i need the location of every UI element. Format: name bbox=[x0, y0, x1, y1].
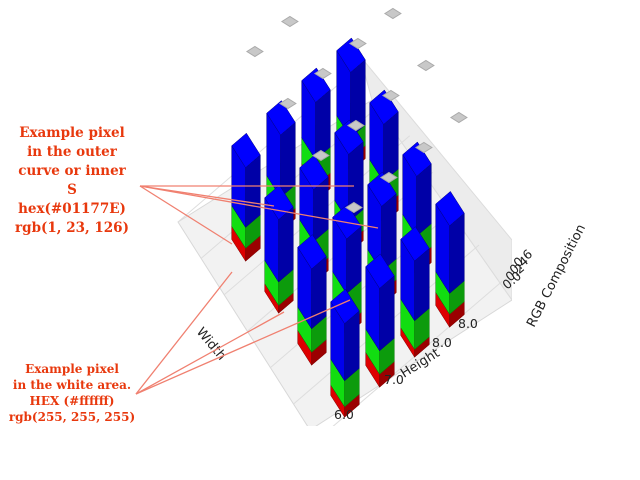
top-marker bbox=[379, 171, 398, 184]
bar-b-top bbox=[400, 226, 430, 262]
bar-b-top bbox=[367, 171, 397, 207]
annotation-white-pixel: Example pixel in the white area. HEX (#f… bbox=[4, 361, 140, 425]
tick-height-8: 8.0 bbox=[432, 335, 452, 350]
tick-width-8: 8.0 bbox=[458, 316, 478, 331]
bar-stack bbox=[264, 184, 294, 315]
top-marker bbox=[245, 45, 264, 58]
tick-height-7: 7.0 bbox=[384, 372, 404, 387]
bar-b-top bbox=[332, 204, 362, 240]
bars-group bbox=[231, 37, 465, 419]
top-marker bbox=[414, 141, 433, 154]
arrow-white-3 bbox=[135, 299, 351, 395]
arrow-outer-3 bbox=[139, 185, 233, 245]
ann-outer-line-1: Example pixel bbox=[19, 125, 125, 141]
top-marker bbox=[280, 15, 299, 28]
top-marker bbox=[346, 119, 365, 132]
ann-outer-line-4: S bbox=[67, 182, 77, 198]
bar-b-top bbox=[301, 67, 331, 103]
top-markers bbox=[245, 7, 468, 214]
top-marker bbox=[278, 97, 297, 110]
top-marker bbox=[311, 149, 330, 162]
ann-outer-line-2: in the outer bbox=[27, 144, 117, 160]
annotation-arrows bbox=[135, 185, 379, 395]
bar-stack bbox=[365, 253, 395, 389]
top-marker bbox=[381, 89, 400, 102]
ann-white-line-2: in the white area. bbox=[12, 378, 132, 392]
tick-height-6: 6.0 bbox=[334, 407, 354, 422]
top-marker bbox=[416, 59, 435, 72]
bar-b-top bbox=[334, 119, 364, 155]
bar-b-top bbox=[336, 37, 366, 73]
arrow-outer-4 bbox=[139, 185, 379, 229]
bar-stack bbox=[435, 191, 465, 329]
bar-b-top bbox=[435, 191, 465, 227]
bar-b-side bbox=[379, 275, 395, 352]
ann-outer-line-6: rgb(1, 23, 126) bbox=[15, 220, 129, 236]
ann-white-line-1: Example pixel bbox=[25, 362, 119, 376]
ann-outer-line-5: hex(#01177E) bbox=[18, 201, 126, 217]
bar-b-side bbox=[449, 212, 465, 294]
bar-b-top bbox=[365, 253, 395, 289]
top-marker bbox=[383, 7, 402, 20]
bar-b-top bbox=[402, 141, 432, 177]
bar-stack bbox=[297, 234, 327, 367]
top-marker bbox=[344, 201, 363, 214]
ann-outer-line-3: curve or inner bbox=[18, 163, 126, 179]
top-marker bbox=[449, 111, 468, 124]
axis-label-rgb: RGB Composition bbox=[524, 222, 589, 330]
bar-b-top bbox=[266, 100, 296, 136]
arrow-white-2 bbox=[135, 311, 285, 395]
arrow-white-1 bbox=[135, 271, 233, 395]
bar-stack bbox=[330, 288, 360, 419]
bar-stack bbox=[400, 226, 430, 359]
top-marker bbox=[313, 67, 332, 80]
ann-white-line-4: rgb(255, 255, 255) bbox=[8, 410, 136, 424]
bar-stack bbox=[231, 132, 261, 263]
bar-b-top bbox=[330, 288, 360, 324]
axis-label-width: Width bbox=[193, 325, 229, 364]
bar-b-top bbox=[369, 89, 399, 125]
bar-b-top bbox=[297, 234, 327, 270]
bar-b-top bbox=[264, 184, 294, 220]
annotation-outer-pixel: Example pixel in the outer curve or inne… bbox=[6, 124, 138, 238]
ann-white-line-3: HEX (#ffffff) bbox=[29, 394, 115, 408]
bar-b-top bbox=[299, 154, 329, 190]
bar-b-top bbox=[231, 132, 261, 168]
top-marker bbox=[348, 37, 367, 50]
bar-b-side bbox=[278, 206, 294, 283]
plot-area bbox=[177, 7, 512, 426]
